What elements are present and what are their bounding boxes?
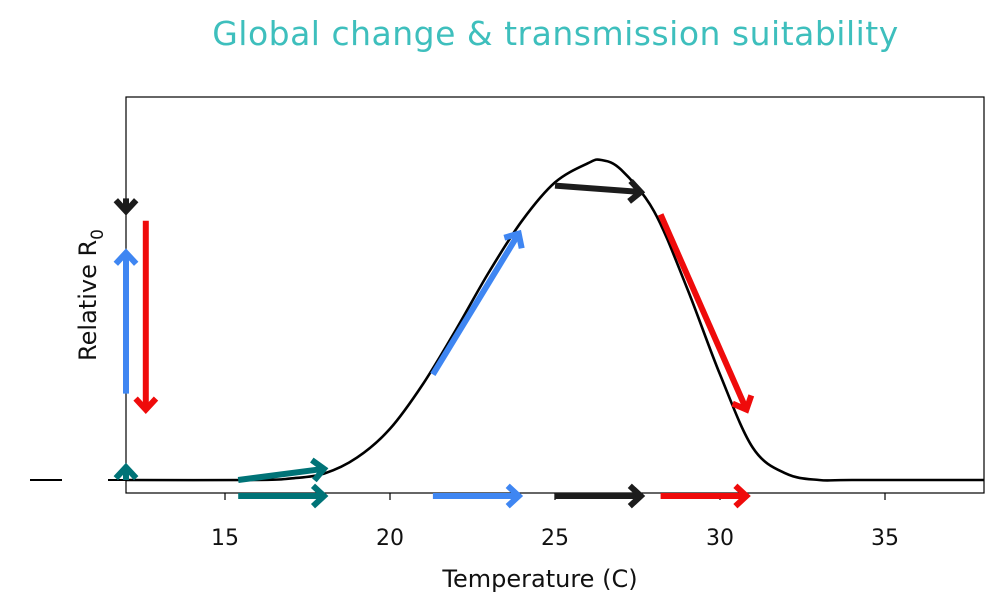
arrow-temperature-shift (660, 483, 751, 509)
arrow-head (133, 396, 159, 415)
arrow-head (733, 483, 751, 509)
arrow-shaft (657, 213, 750, 411)
arrow-head (505, 483, 524, 509)
arrows-group (113, 178, 755, 509)
arrow-r0-change (133, 220, 159, 415)
arrow-head (113, 248, 139, 266)
y-axis-label-subscript: 0 (88, 229, 108, 240)
arrow-head (627, 483, 646, 509)
arrow-shaft (237, 465, 325, 483)
arrow-curve (430, 229, 525, 376)
x-axis-label: Temperature (C) (441, 565, 637, 593)
arrow-r0-change (113, 248, 139, 394)
arrow-temperature-shift (238, 483, 329, 509)
x-tick-label: 35 (871, 526, 899, 551)
y-axis-label: Relative R0 (74, 229, 108, 361)
arrow-head (503, 229, 525, 249)
r0-curve (125, 158, 984, 482)
y-axis-label-group: Relative R0 (74, 229, 108, 361)
x-tick-label: 20 (376, 526, 404, 551)
arrow-head (731, 394, 755, 414)
arrow-head (627, 178, 646, 204)
x-tick-label: 30 (706, 526, 734, 551)
arrow-temperature-shift (432, 483, 524, 509)
arrow-head (310, 457, 329, 483)
arrow-temperature-shift (555, 483, 646, 509)
arrow-curve (554, 178, 646, 204)
plot-frame (125, 96, 985, 494)
arrow-r0-change (113, 462, 139, 481)
arrow-shaft (554, 182, 642, 195)
x-tick-label: 25 (541, 526, 569, 551)
arrow-head (310, 483, 329, 509)
arrow-curve (237, 457, 329, 483)
arrow-head (113, 198, 139, 216)
arrow-shaft (430, 232, 522, 376)
arrow-curve (657, 213, 755, 414)
chart-title: Global change & transmission suitability (212, 14, 899, 53)
arrow-r0-change (113, 198, 139, 216)
y-axis-label-main: Relative R (74, 240, 102, 361)
x-axis-ticks: 15 20 25 30 35 (211, 493, 899, 551)
arrow-head (113, 462, 139, 481)
x-tick-label: 15 (211, 526, 239, 551)
